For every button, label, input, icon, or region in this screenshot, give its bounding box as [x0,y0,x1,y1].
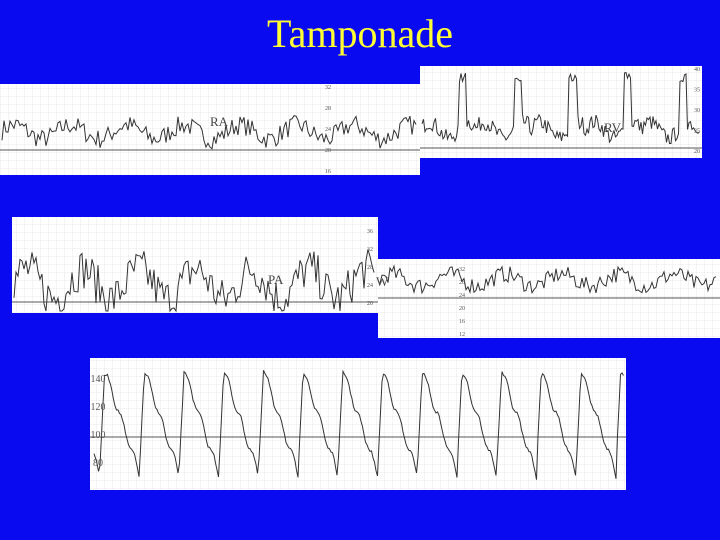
scale-label: 24 [367,283,373,289]
scale-label: 32 [367,247,373,253]
scale-label: 28 [459,280,465,286]
scale-label: 140 [91,374,106,385]
scale-label: 36 [367,229,373,235]
scale-label: 40 [694,67,700,73]
scale-label: 20 [694,149,700,155]
scale-label: 24 [459,293,465,299]
tracing [93,369,624,480]
scale-label: 100 [91,430,106,441]
strip-label: RV [604,120,622,135]
strip-grid [90,358,626,490]
tracing [379,264,717,295]
scale-label: 20 [459,306,465,312]
scale-label: 80 [93,458,103,469]
scale-label: 35 [694,88,700,94]
strip-grid [0,84,420,175]
scale-label: 28 [367,265,373,271]
scale-label: 16 [459,319,465,325]
strip-label: W [376,274,389,289]
scale-label: 28 [325,106,331,112]
scale-label: 120 [91,402,106,413]
tracing [421,71,700,144]
tracing [13,249,375,313]
scale-label: 25 [694,129,700,135]
scale-label: 20 [325,148,331,154]
strip-label: RA [210,114,229,129]
scale-label: 20 [367,301,373,307]
strip-grid [12,217,378,313]
scale-label: 32 [459,267,465,273]
scale-label: 24 [325,127,331,133]
scale-label: 30 [694,108,700,114]
scale-label: 16 [325,169,331,175]
strip-label: PA [268,272,284,287]
tracing [1,115,417,150]
scale-label: 32 [325,85,331,91]
scale-label: 12 [459,332,465,338]
slide-title: Tamponade [266,11,453,56]
